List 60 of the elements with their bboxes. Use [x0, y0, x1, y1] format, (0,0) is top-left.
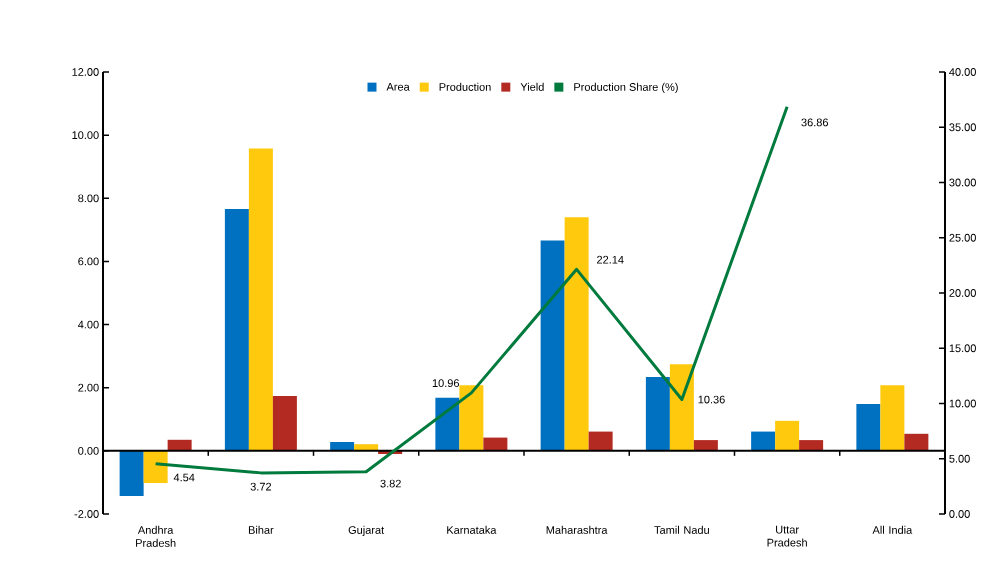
y2-tick-label: 25.00	[949, 233, 976, 242]
x-tick-label: All India	[872, 525, 913, 534]
bar	[459, 385, 484, 451]
x-tick-label: Gujarat	[348, 525, 385, 537]
x-tick-label: Andhra Pradesh	[136, 525, 176, 547]
y-tick-label: 2.00	[78, 383, 99, 392]
bar	[856, 404, 881, 451]
data-label: 10.36	[698, 395, 725, 404]
y2-tick-label: 5.00	[949, 454, 970, 463]
x-tick-label: Tamil Nadu	[654, 525, 709, 534]
y-tick-label: 0.00	[78, 446, 99, 455]
legend-label: Area	[386, 83, 410, 91]
data-label: 3.82	[380, 479, 401, 488]
bar	[693, 440, 718, 451]
bar	[775, 420, 800, 451]
y2-tick-label: 30.00	[949, 178, 976, 187]
legend-label: Production	[439, 82, 491, 91]
bar	[540, 240, 565, 451]
bar	[904, 433, 929, 451]
y2-tick-label: 40.00	[949, 68, 976, 76]
bar	[435, 397, 460, 451]
data-label: 22.14	[597, 255, 624, 264]
y2-tick-label: 15.00	[949, 344, 976, 353]
bar	[272, 395, 297, 451]
y-tick-label: -2.00	[74, 510, 99, 518]
data-label: 36.86	[801, 118, 829, 127]
bar	[330, 442, 355, 451]
bar	[224, 209, 249, 451]
y-tick-label: 8.00	[78, 194, 99, 203]
y-tick-label: 12.00	[72, 68, 99, 76]
bar	[143, 450, 168, 484]
y2-tick-label: 20.00	[949, 289, 976, 297]
y2-tick-label: 10.00	[949, 399, 976, 408]
data-label: 3.72	[250, 482, 272, 491]
bar	[880, 385, 905, 451]
x-tick-label: Bihar	[248, 525, 274, 534]
bar	[751, 431, 776, 451]
x-tick-label: Uttar Pradesh	[767, 525, 807, 547]
legend-label: Yield	[520, 82, 544, 91]
y-tick-label: 6.00	[78, 257, 99, 266]
bar	[564, 217, 589, 451]
bar	[119, 450, 144, 496]
bar	[645, 376, 670, 451]
data-label: 4.54	[173, 473, 195, 482]
bar	[354, 444, 379, 451]
bar	[248, 148, 273, 451]
y2-tick-label: 0.00	[949, 510, 970, 518]
x-tick-label: Karnataka	[447, 525, 497, 534]
y-tick-label: 4.00	[77, 320, 99, 329]
data-label: 10.96	[432, 379, 460, 388]
legend-label: Production Share (%)	[574, 82, 678, 94]
bar	[588, 431, 613, 451]
bar	[167, 439, 192, 451]
y2-tick-label: 35.00	[949, 123, 976, 132]
bar	[669, 364, 694, 451]
bar	[483, 437, 508, 451]
bar	[799, 440, 824, 451]
x-tick-label: Maharashtra	[546, 525, 608, 534]
y-tick-label: 10.00	[72, 131, 99, 140]
line-series	[154, 105, 789, 475]
